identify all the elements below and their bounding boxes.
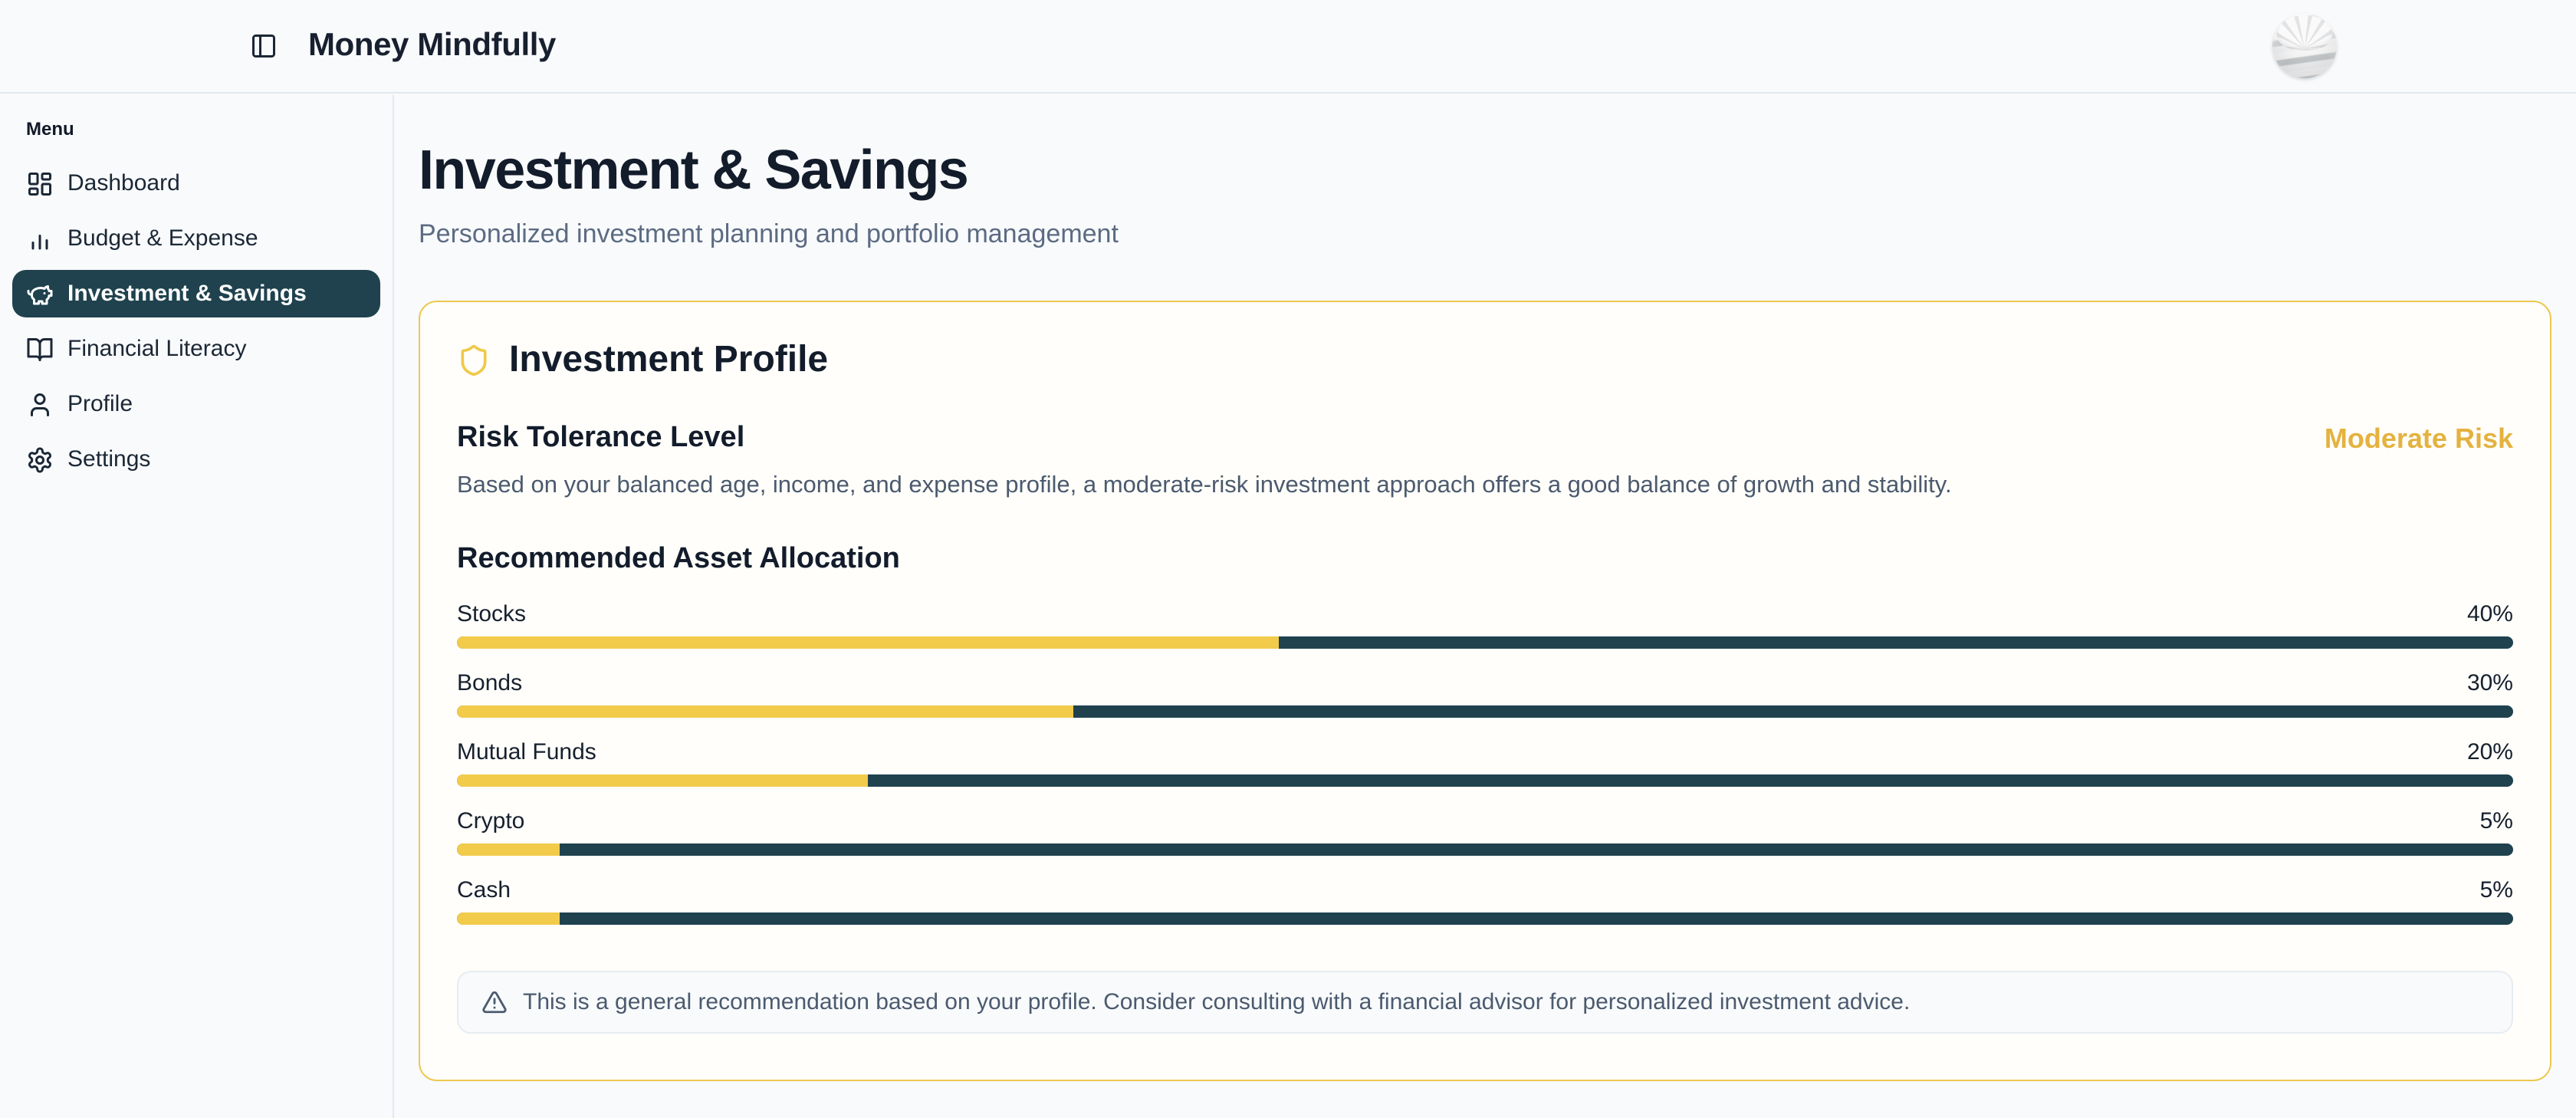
sidebar-item-label: Settings — [67, 446, 151, 472]
allocation-label: Crypto — [457, 807, 525, 834]
allocation-percent: 5% — [2479, 807, 2513, 834]
allocation-label: Mutual Funds — [457, 738, 596, 765]
allocation-label: Bonds — [457, 669, 523, 696]
allocation-percent: 40% — [2466, 600, 2513, 627]
progress-fill — [457, 843, 560, 856]
progress-fill — [457, 912, 560, 925]
sidebar-nav: Dashboard Budget & Expense Investment & … — [12, 159, 380, 483]
investment-profile-card: Investment Profile Risk Tolerance Level … — [419, 301, 2551, 1081]
progress-track — [457, 843, 2513, 856]
risk-tolerance-row: Risk Tolerance Level Moderate Risk — [457, 422, 2513, 455]
advisory-note-text: This is a general recommendation based o… — [523, 988, 1911, 1015]
progress-track — [457, 774, 2513, 787]
book-open-icon — [26, 335, 54, 363]
sidebar-item-label: Dashboard — [67, 170, 180, 196]
sidebar-item-financial-literacy[interactable]: Financial Literacy — [12, 325, 380, 373]
page-subtitle: Personalized investment planning and por… — [419, 219, 1119, 248]
main-content: Investment & Savings Personalized invest… — [394, 95, 2576, 1118]
sidebar-item-label: Investment & Savings — [67, 281, 307, 307]
allocation-heading: Recommended Asset Allocation — [457, 542, 900, 575]
card-title: Investment Profile — [509, 339, 829, 380]
gear-icon — [26, 446, 54, 473]
warning-triangle-icon — [481, 989, 508, 1015]
risk-level-badge: Moderate Risk — [2324, 423, 2513, 453]
page-title: Investment & Savings — [419, 138, 969, 201]
sidebar-item-budget-expense[interactable]: Budget & Expense — [12, 215, 380, 262]
allocation-label: Cash — [457, 876, 511, 903]
allocation-row-cash: Cash 5% — [457, 877, 2513, 925]
allocation-row-bonds: Bonds 30% — [457, 670, 2513, 718]
avatar[interactable] — [2272, 14, 2337, 78]
sidebar-item-label: Profile — [67, 391, 133, 417]
user-icon — [26, 390, 54, 418]
progress-fill — [457, 774, 869, 787]
sidebar-toggle-button[interactable] — [250, 32, 278, 60]
app-title: Money Mindfully — [308, 28, 556, 63]
sidebar-item-label: Budget & Expense — [67, 225, 258, 252]
progress-fill — [457, 705, 1074, 718]
sidebar-item-dashboard[interactable]: Dashboard — [12, 159, 380, 207]
allocation-row-mutual-funds: Mutual Funds 20% — [457, 739, 2513, 787]
allocation-percent: 5% — [2479, 876, 2513, 903]
risk-heading: Risk Tolerance Level — [457, 422, 745, 454]
risk-description: Based on your balanced age, income, and … — [457, 472, 1952, 498]
sidebar-item-settings[interactable]: Settings — [12, 436, 380, 483]
progress-track — [457, 705, 2513, 718]
bar-chart-icon — [26, 225, 54, 252]
progress-fill — [457, 636, 1280, 649]
advisory-note: This is a general recommendation based o… — [457, 970, 2513, 1034]
top-bar: Money Mindfully — [0, 0, 2576, 94]
sidebar-item-label: Financial Literacy — [67, 336, 247, 362]
layout: Menu Dashboard Budget & Expense — [0, 95, 2576, 1118]
allocation-label: Stocks — [457, 600, 527, 627]
card-header: Investment Profile — [457, 339, 2513, 382]
sidebar-section-label: Menu — [26, 118, 74, 140]
allocation-percent: 30% — [2466, 669, 2513, 696]
piggy-bank-icon — [26, 280, 54, 307]
sidebar-item-profile[interactable]: Profile — [12, 380, 380, 428]
progress-track — [457, 636, 2513, 649]
sidebar-item-investment-savings[interactable]: Investment & Savings — [12, 270, 380, 317]
panel-left-icon — [250, 32, 278, 60]
progress-track — [457, 912, 2513, 925]
allocation-row-crypto: Crypto 5% — [457, 808, 2513, 856]
allocation-row-stocks: Stocks 40% — [457, 601, 2513, 649]
dashboard-icon — [26, 169, 54, 197]
allocation-percent: 20% — [2466, 738, 2513, 765]
sidebar: Menu Dashboard Budget & Expense — [0, 95, 394, 1118]
shield-icon — [457, 344, 491, 377]
